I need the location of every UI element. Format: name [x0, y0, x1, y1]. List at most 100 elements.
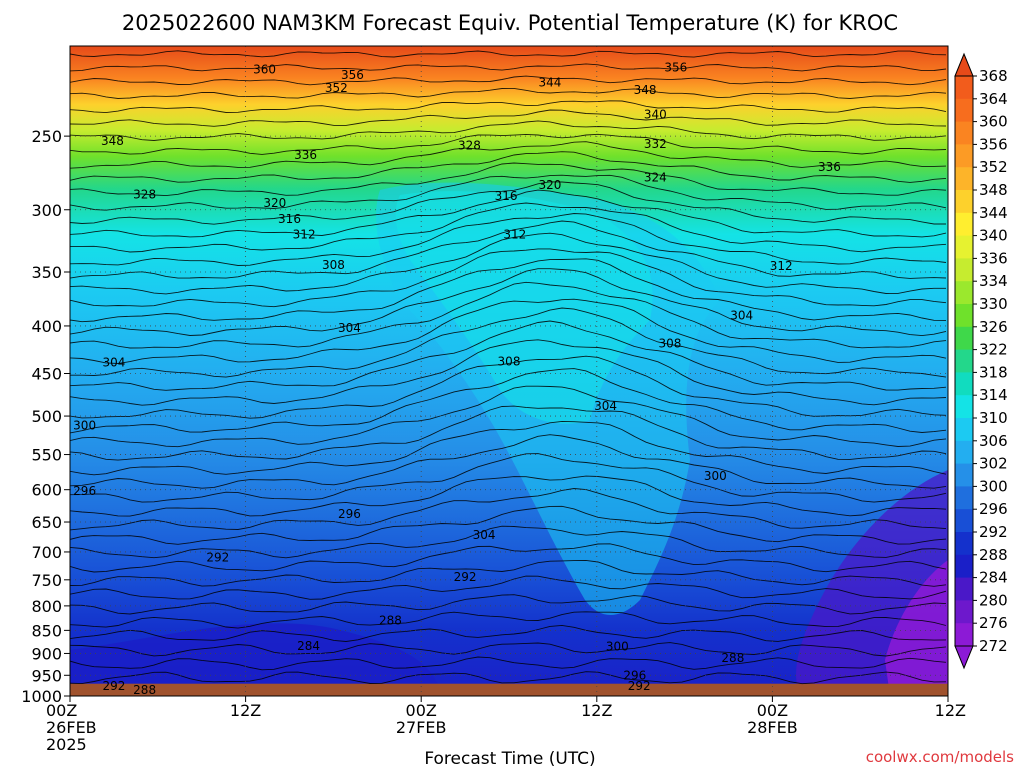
contour-label: 336	[818, 160, 841, 174]
contour-label: 316	[495, 189, 518, 203]
colorbar-label: 348	[979, 181, 1008, 199]
contour-label: 308	[322, 258, 345, 272]
colorbar-label: 296	[979, 500, 1008, 518]
contour-label: 340	[644, 108, 667, 122]
colorbar-swatch	[955, 98, 973, 123]
contour-line	[70, 355, 947, 419]
contour-line	[70, 174, 947, 211]
colorbar-swatch	[955, 440, 973, 465]
contour-label: 312	[503, 228, 526, 242]
x-tick-label: 26FEB	[46, 718, 97, 737]
colorbar-swatch	[955, 554, 973, 579]
y-tick-label: 1000	[21, 687, 62, 706]
contour-line	[70, 594, 947, 615]
contour-label: 352	[325, 81, 348, 95]
contour-line	[70, 505, 947, 545]
contour-label: 328	[133, 188, 156, 202]
contour-label: 292	[454, 570, 477, 584]
colorbar-swatch	[955, 418, 973, 442]
contour-line	[70, 543, 947, 573]
contour-line	[70, 151, 947, 183]
contour-line	[70, 642, 947, 657]
contour-label: 284	[297, 639, 320, 653]
contour-label: 300	[704, 469, 727, 483]
warm-tongue-core	[395, 191, 653, 424]
plot-frame	[69, 45, 949, 697]
colorbar-label: 368	[979, 67, 1008, 85]
x-tick-label: 12Z	[935, 701, 966, 720]
contour-label: 328	[458, 139, 481, 153]
colorbar-label: 330	[979, 295, 1008, 313]
contour-line	[70, 420, 947, 476]
colorbar-swatch	[955, 190, 973, 214]
colorbar: 368 364 360 356 352 348 344 340 336 334 330 326 322 3…	[954, 52, 1008, 670]
contour-label: 308	[498, 355, 521, 369]
colorbar-arrow-bottom	[954, 645, 974, 670]
colorbar-label: 288	[979, 546, 1008, 564]
contour-line	[70, 162, 947, 197]
x-tick-label: 00Z	[406, 701, 437, 720]
colorbar-label: 360	[979, 113, 1008, 131]
y-tick-label: 250	[31, 127, 62, 146]
colorbar-swatch	[955, 463, 973, 487]
contour-line	[70, 100, 947, 114]
ground-fill	[70, 683, 948, 696]
colorbar-label: 318	[979, 363, 1008, 381]
contour-line	[70, 624, 947, 642]
colorbar-label: 302	[979, 455, 1008, 473]
x-tick-label: 12Z	[230, 701, 261, 720]
colorbar-swatch	[955, 395, 973, 419]
colorbar-label: 334	[979, 272, 1008, 290]
colorbar-label: 292	[979, 523, 1008, 541]
colorbar-swatch	[955, 509, 973, 533]
y-axis-ticks: 250 300 350 400 450 500 550 600 650 700 750 800 850 9…	[21, 127, 70, 706]
contour-line	[70, 109, 947, 127]
contour-line	[70, 50, 947, 58]
contour-line	[70, 281, 947, 349]
chart-title: 2025022600 NAM3KM Forecast Equiv. Potent…	[122, 11, 898, 35]
contour-label: 320	[263, 196, 286, 210]
contour-label: 356	[341, 68, 364, 82]
colorbar-label: 272	[979, 637, 1008, 655]
credit-link[interactable]: coolwx.com/models	[866, 748, 1014, 766]
contour-label: 304	[102, 356, 125, 370]
x-tick-label: 2025	[46, 735, 87, 754]
contour-label: 312	[293, 228, 316, 242]
contour-line	[70, 189, 947, 238]
x-tick-label: 12Z	[581, 701, 612, 720]
y-tick-label: 400	[31, 317, 62, 336]
y-tick-label: 750	[31, 571, 62, 590]
y-tick-label: 850	[31, 621, 62, 640]
contour-label: 324	[644, 171, 667, 185]
y-tick-label: 700	[31, 543, 62, 562]
y-tick-label: 800	[31, 597, 62, 616]
contour-line	[70, 575, 947, 600]
colorbar-label: 336	[979, 249, 1008, 267]
colorbar-swatch	[955, 258, 973, 282]
y-tick-label: 950	[31, 666, 62, 685]
contour-label: 356	[664, 61, 687, 75]
y-tick-label: 900	[31, 644, 62, 663]
contour-label: 304	[338, 321, 361, 335]
contour-label: 344	[539, 76, 562, 90]
contour-label: 296	[623, 668, 646, 682]
contour-line	[70, 258, 947, 323]
contour-label: 348	[634, 83, 657, 97]
contour-line	[70, 248, 947, 308]
contour-line	[70, 220, 947, 279]
contour-line	[70, 671, 947, 685]
y-tick-label: 600	[31, 481, 62, 500]
x-axis-label: Forecast Time (UTC)	[424, 749, 595, 768]
contour-label: 312	[770, 259, 793, 273]
colorbar-swatch	[955, 281, 973, 305]
colorbar-label: 340	[979, 227, 1008, 245]
colorbar-frame	[954, 75, 974, 647]
colorbar-label: 314	[979, 386, 1008, 404]
contour-label: 288	[379, 614, 402, 628]
contour-label: 360	[253, 63, 276, 77]
colorbar-swatch	[955, 532, 973, 556]
contour-line	[70, 87, 947, 99]
cold-pool-right-core	[885, 560, 948, 696]
